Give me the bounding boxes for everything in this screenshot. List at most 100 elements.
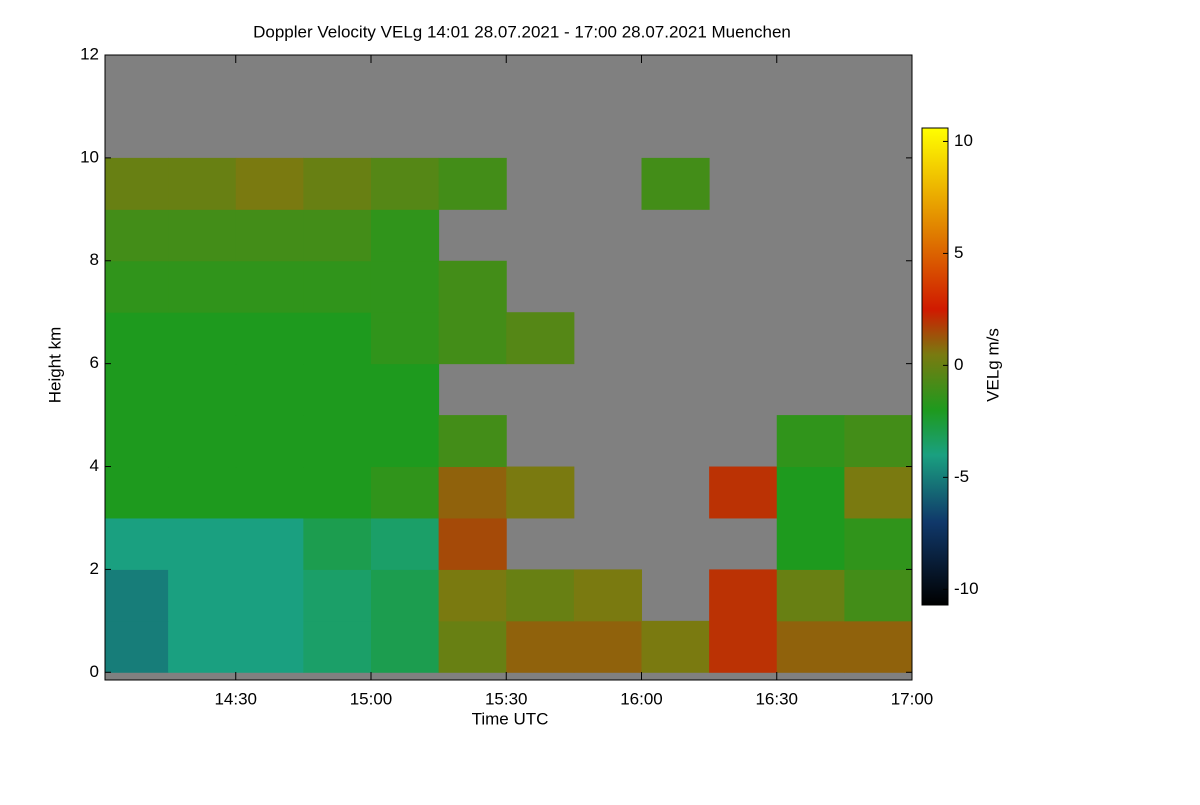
x-tick-label: 15:30 bbox=[485, 689, 528, 708]
colorbar-tick-label: 0 bbox=[954, 355, 963, 374]
colorbar bbox=[921, 127, 949, 606]
heatmap-cell bbox=[370, 260, 440, 313]
colorbar-tick-label: 10 bbox=[954, 131, 973, 150]
heatmap-cell bbox=[105, 312, 169, 365]
heatmap-cell bbox=[235, 466, 304, 519]
heatmap-cell bbox=[303, 517, 372, 570]
heatmap-cell bbox=[438, 517, 507, 570]
heatmap-cell bbox=[235, 312, 304, 365]
heatmap-cell bbox=[438, 157, 507, 210]
heatmap-cell bbox=[303, 466, 372, 519]
heatmap-cell bbox=[235, 415, 304, 468]
heatmap-cell bbox=[168, 157, 237, 210]
x-tick-label: 17:00 bbox=[891, 689, 934, 708]
heatmap-cell bbox=[709, 466, 778, 519]
chart-title: Doppler Velocity VELg 14:01 28.07.2021 -… bbox=[253, 22, 791, 41]
heatmap-cell bbox=[105, 363, 169, 416]
colorbar-tick-label: -5 bbox=[954, 467, 969, 486]
heatmap-cell bbox=[438, 569, 507, 622]
heatmap-cell bbox=[844, 466, 913, 519]
heatmap-cell bbox=[303, 312, 372, 365]
heatmap-cell bbox=[506, 312, 575, 365]
heatmap-cell bbox=[168, 517, 237, 570]
heatmap-cell bbox=[105, 209, 169, 262]
heatmap-cell bbox=[168, 312, 237, 365]
heatmap-cell bbox=[168, 363, 237, 416]
heatmap-cell bbox=[105, 620, 169, 673]
y-tick-label: 2 bbox=[90, 559, 99, 578]
heatmap-cell bbox=[105, 415, 169, 468]
heatmap-cell bbox=[370, 209, 440, 262]
heatmap-cell bbox=[438, 466, 507, 519]
heatmap-cell bbox=[506, 466, 575, 519]
colorbar-tick-label: -10 bbox=[954, 579, 979, 598]
heatmap-cell bbox=[303, 209, 372, 262]
y-tick-label: 4 bbox=[90, 456, 99, 475]
heatmap-cell bbox=[105, 157, 169, 210]
heatmap-cell bbox=[709, 620, 778, 673]
heatmap-cell bbox=[641, 157, 710, 210]
heatmap-cell bbox=[105, 466, 169, 519]
heatmap-cell bbox=[573, 569, 642, 622]
heatmap-cell bbox=[709, 569, 778, 622]
heatmap-cell bbox=[844, 415, 913, 468]
heatmap-cell bbox=[370, 517, 440, 570]
heatmap-cell bbox=[844, 517, 913, 570]
heatmap-cell bbox=[235, 260, 304, 313]
heatmap-cell bbox=[105, 569, 169, 622]
y-tick-label: 0 bbox=[90, 662, 99, 681]
heatmap-cell bbox=[303, 415, 372, 468]
y-tick-label: 8 bbox=[90, 250, 99, 269]
heatmap-cell bbox=[776, 569, 845, 622]
heatmap-cell bbox=[776, 466, 845, 519]
heatmap-cell bbox=[438, 260, 507, 313]
heatmap-cell bbox=[235, 157, 304, 210]
heatmap-cell bbox=[844, 620, 913, 673]
heatmap-cell bbox=[370, 466, 440, 519]
heatmap-cell bbox=[168, 569, 237, 622]
heatmap-cell bbox=[168, 209, 237, 262]
y-tick-label: 12 bbox=[80, 44, 99, 63]
heatmap-cell bbox=[438, 312, 507, 365]
y-tick-label: 6 bbox=[90, 353, 99, 372]
heatmap-cell bbox=[303, 569, 372, 622]
heatmap-cell bbox=[235, 569, 304, 622]
heatmap-cell bbox=[168, 415, 237, 468]
heatmap-cell bbox=[235, 517, 304, 570]
heatmap-cell bbox=[370, 415, 440, 468]
x-axis-label: Time UTC bbox=[472, 709, 549, 728]
heatmap-cell bbox=[303, 157, 372, 210]
heatmap-cell bbox=[776, 517, 845, 570]
heatmap-cell bbox=[303, 363, 372, 416]
heatmap-cell bbox=[105, 260, 169, 313]
y-axis-label: Height km bbox=[45, 327, 64, 404]
colorbar-label: VELg m/s bbox=[983, 328, 1002, 402]
x-tick-label: 14:30 bbox=[214, 689, 257, 708]
heatmap-cell bbox=[506, 569, 575, 622]
heatmap-cell bbox=[105, 517, 169, 570]
heatmap-cell bbox=[776, 415, 845, 468]
plot-frame bbox=[104, 54, 913, 681]
heatmap-cell bbox=[506, 620, 575, 673]
heatmap-cell bbox=[168, 260, 237, 313]
colorbar-tick-label: 5 bbox=[954, 243, 963, 262]
heatmap-cell bbox=[168, 466, 237, 519]
heatmap-cell bbox=[303, 620, 372, 673]
heatmap-cell bbox=[370, 569, 440, 622]
heatmap-cell bbox=[370, 157, 440, 210]
x-tick-label: 16:00 bbox=[620, 689, 663, 708]
heatmap-cell bbox=[235, 363, 304, 416]
heatmap-cell bbox=[776, 620, 845, 673]
heatmap-cell bbox=[235, 209, 304, 262]
x-tick-label: 16:30 bbox=[755, 689, 798, 708]
heatmap-cell bbox=[844, 569, 913, 622]
heatmap-cell bbox=[641, 620, 710, 673]
heatmap-cell bbox=[438, 620, 507, 673]
x-tick-label: 15:00 bbox=[350, 689, 393, 708]
y-tick-label: 10 bbox=[80, 147, 99, 166]
heatmap-cell bbox=[573, 620, 642, 673]
heatmap-cell bbox=[370, 312, 440, 365]
heatmap-cell bbox=[370, 363, 440, 416]
heatmap-cell bbox=[303, 260, 372, 313]
